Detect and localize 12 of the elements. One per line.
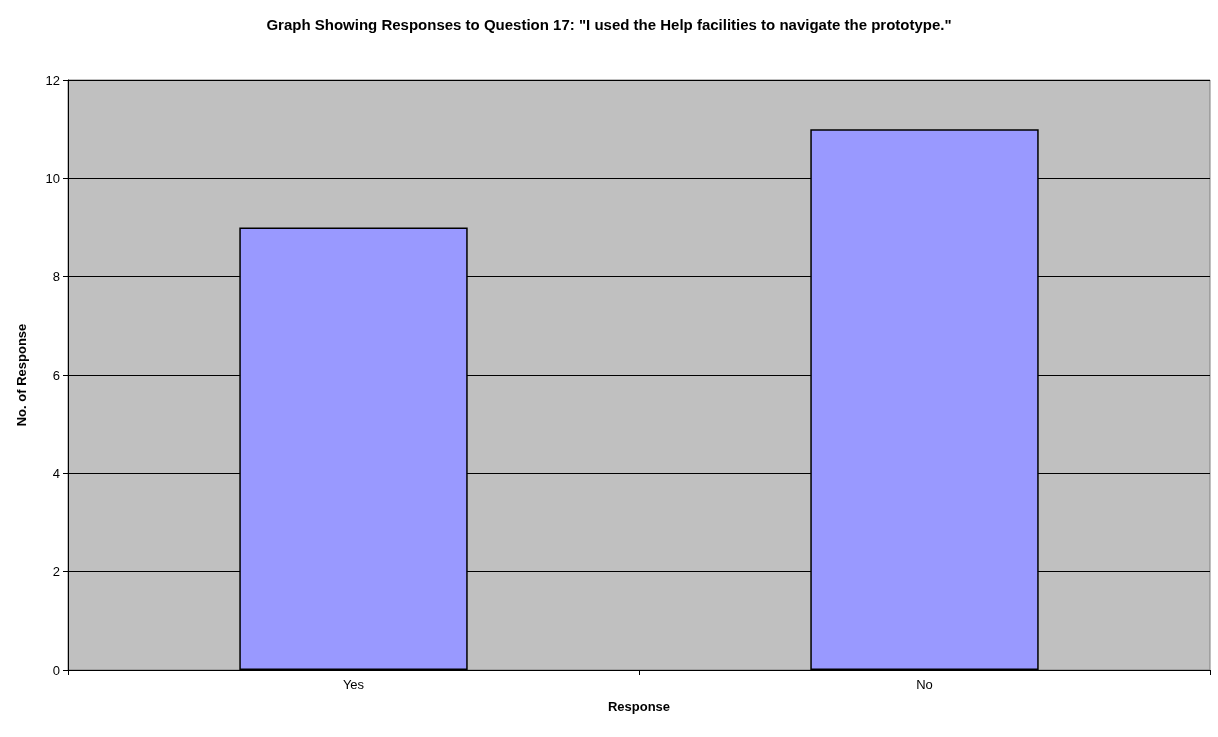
y-tick-label: 8	[52, 269, 60, 285]
y-tick-label: 4	[52, 465, 60, 481]
y-tick-label: 6	[52, 367, 60, 383]
y-axis-title: No. of Response	[14, 323, 29, 427]
y-tick-label: 0	[52, 662, 60, 678]
y-tick-label: 2	[52, 564, 60, 580]
x-tick-label: No	[916, 677, 933, 692]
y-tick-label: 12	[45, 72, 60, 88]
x-axis-title: Response	[607, 699, 671, 714]
chart-title: Graph Showing Responses to Question 17: "I used the Help facilities to navigate the prototype."	[266, 16, 952, 33]
x-tick-label: Yes	[342, 677, 365, 692]
y-tick-label: 10	[45, 170, 60, 186]
